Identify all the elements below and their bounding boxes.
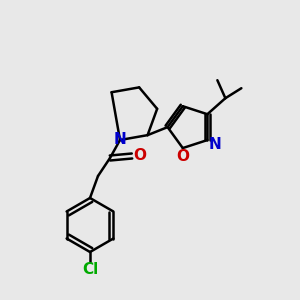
Text: O: O xyxy=(176,148,189,164)
Text: N: N xyxy=(209,136,222,152)
Text: N: N xyxy=(114,133,126,148)
Text: O: O xyxy=(134,148,146,164)
Text: Cl: Cl xyxy=(82,262,98,278)
